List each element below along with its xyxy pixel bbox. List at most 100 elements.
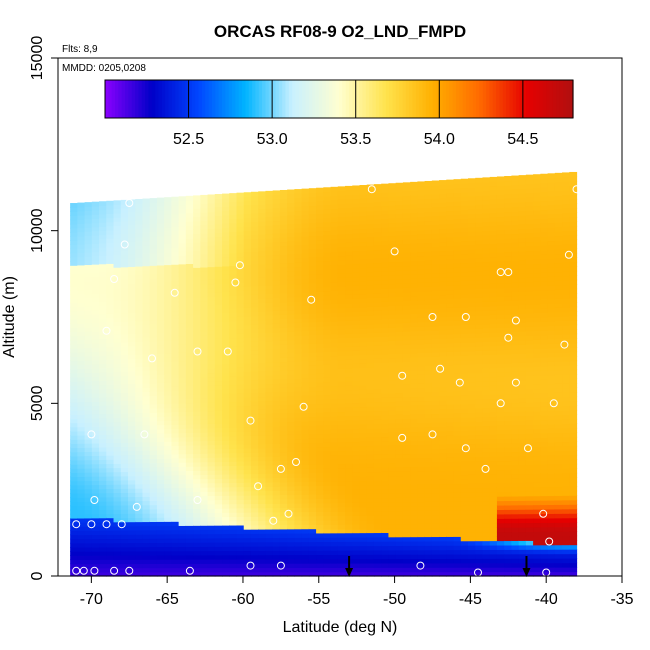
heatmap-cell <box>272 211 281 217</box>
heatmap-cell <box>330 186 339 192</box>
heatmap-cell <box>388 497 397 503</box>
heatmap-cell <box>200 478 209 484</box>
heatmap-cell <box>243 550 252 556</box>
heatmap-cell <box>171 247 180 253</box>
heatmap-cell <box>149 307 158 313</box>
heatmap-cell <box>272 558 281 564</box>
heatmap-cell <box>402 291 411 297</box>
heatmap-cell <box>84 509 93 515</box>
heatmap-cell <box>381 279 390 285</box>
heatmap-cell <box>330 424 339 430</box>
heatmap-cell <box>99 563 107 569</box>
heatmap-cell <box>236 414 245 420</box>
heatmap-cell <box>229 290 238 296</box>
heatmap-cell <box>106 446 115 452</box>
heatmap-cell <box>395 475 404 481</box>
heatmap-cell <box>395 462 404 468</box>
heatmap-cell <box>250 341 259 347</box>
heatmap-cell <box>70 435 78 440</box>
heatmap-cell <box>236 337 245 343</box>
heatmap-cell <box>250 405 259 411</box>
heatmap-cell <box>301 477 310 482</box>
heatmap-cell <box>99 355 107 361</box>
heatmap-cell <box>229 482 238 488</box>
heatmap-cell <box>135 316 144 322</box>
heatmap-cell <box>294 468 303 474</box>
heatmap-cell <box>381 549 390 555</box>
heatmap-cell <box>113 413 122 418</box>
heatmap-cell <box>149 206 158 212</box>
heatmap-cell <box>164 453 172 459</box>
heatmap-cell <box>113 509 122 514</box>
heatmap-cell <box>113 383 122 389</box>
heatmap-cell <box>316 459 324 465</box>
heatmap-cell <box>222 520 230 526</box>
heatmap-cell <box>381 331 390 337</box>
heatmap-cell <box>279 443 288 448</box>
heatmap-cell <box>424 378 433 384</box>
heatmap-cell <box>345 467 353 473</box>
heatmap-cell <box>301 403 310 409</box>
heatmap-cell <box>345 367 353 373</box>
heatmap-cell <box>171 550 180 556</box>
heatmap-cell <box>156 210 165 216</box>
heatmap-cell <box>156 248 165 253</box>
heatmap-cell <box>70 559 78 565</box>
heatmap-cell <box>352 367 361 373</box>
heatmap-cell <box>359 284 368 290</box>
heatmap-cell <box>417 203 426 209</box>
heatmap-cell <box>395 527 404 533</box>
heatmap-cell <box>287 447 295 453</box>
heatmap-cell <box>156 491 165 497</box>
heatmap-cell <box>366 506 375 512</box>
heatmap-cell <box>373 480 382 486</box>
heatmap-cell <box>373 314 382 320</box>
heatmap-cell <box>222 227 230 233</box>
heatmap-cell <box>316 420 324 426</box>
heatmap-cell <box>395 401 404 407</box>
heatmap-cell <box>200 559 209 564</box>
heatmap-cell <box>323 394 332 400</box>
heatmap-cell <box>222 248 230 254</box>
heatmap-cell <box>70 397 78 403</box>
heatmap-cell <box>214 321 223 327</box>
heatmap-cell <box>229 329 238 335</box>
heatmap-cell <box>200 554 209 560</box>
heatmap-cell <box>301 502 310 508</box>
heatmap-cell <box>164 542 172 548</box>
heatmap-cell <box>164 403 172 409</box>
heatmap-cell <box>222 355 230 360</box>
heatmap-cell <box>164 554 172 560</box>
heatmap-cell <box>453 509 462 515</box>
heatmap-cell <box>70 551 78 556</box>
heatmap-cell <box>236 392 245 398</box>
heatmap-cell <box>207 300 216 306</box>
heatmap-cell <box>366 523 375 529</box>
heatmap-cell <box>352 211 361 217</box>
heatmap-cell <box>316 196 324 202</box>
heatmap-cell <box>214 287 223 293</box>
heatmap-cell <box>287 554 295 560</box>
heatmap-cell <box>388 213 397 219</box>
heatmap-cell <box>468 527 476 533</box>
heatmap-cell <box>345 424 353 430</box>
heatmap-cell <box>373 528 382 534</box>
heatmap-cell <box>128 278 136 284</box>
heatmap-cell <box>417 413 426 419</box>
heatmap-cell <box>431 259 440 265</box>
heatmap-cell <box>417 540 426 546</box>
heatmap-cell <box>128 245 136 251</box>
heatmap-cell <box>193 360 201 366</box>
heatmap-cell <box>388 279 397 285</box>
heatmap-cell <box>395 265 404 271</box>
heatmap-cell <box>294 244 303 250</box>
heatmap-cell <box>258 503 267 509</box>
heatmap-cell <box>460 509 469 515</box>
heatmap-cell <box>222 214 230 220</box>
heatmap-cell <box>214 520 223 526</box>
heatmap-cell <box>424 369 433 375</box>
heatmap-cell <box>91 301 100 307</box>
heatmap-cell <box>301 563 310 568</box>
heatmap-cell <box>388 493 397 499</box>
heatmap-cell <box>272 271 281 277</box>
